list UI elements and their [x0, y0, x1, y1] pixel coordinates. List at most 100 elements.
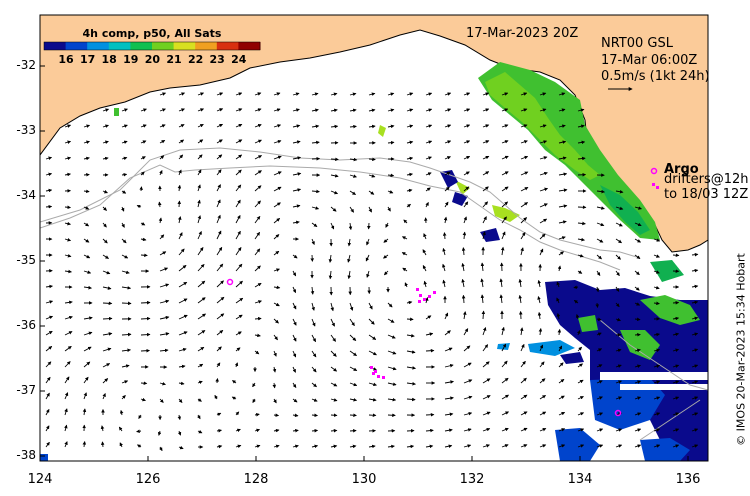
- current-vector: [272, 382, 277, 389]
- current-vector: [216, 313, 225, 320]
- current-vector: [159, 332, 170, 336]
- current-vector: [539, 361, 545, 368]
- current-vector: [197, 123, 204, 128]
- current-vector: [292, 124, 301, 128]
- current-vector: [634, 428, 642, 432]
- current-vector: [520, 427, 528, 432]
- current-vector: [349, 398, 358, 402]
- current-vector: [292, 444, 299, 449]
- current-vector: [273, 108, 281, 112]
- current-vector: [310, 286, 315, 295]
- current-vector: [216, 263, 224, 272]
- current-vector: [444, 124, 452, 128]
- current-vector: [292, 286, 297, 294]
- x-tick-label: 128: [243, 472, 269, 487]
- current-vector: [82, 441, 87, 448]
- current-vector: [520, 444, 528, 448]
- current-vector: [349, 334, 357, 342]
- current-vector: [64, 140, 72, 144]
- current-vector: [102, 156, 109, 161]
- current-vector: [539, 92, 547, 96]
- current-vector: [292, 334, 297, 342]
- current-vector: [425, 201, 429, 208]
- current-vector: [653, 444, 661, 448]
- current-vector: [558, 92, 566, 96]
- sst-swath-green-lower: [578, 260, 700, 360]
- current-vector: [102, 286, 112, 290]
- current-vector: [120, 206, 125, 212]
- x-tick-label: 124: [27, 472, 53, 487]
- current-vector: [102, 108, 110, 112]
- current-vector: [330, 428, 338, 433]
- current-vector: [463, 216, 467, 224]
- current-vector: [197, 92, 205, 96]
- current-vector: [691, 300, 699, 305]
- current-vector: [558, 108, 566, 112]
- current-vector: [140, 348, 150, 353]
- current-vector: [383, 254, 389, 259]
- current-vector: [402, 267, 408, 272]
- current-vector: [539, 233, 546, 240]
- current-vector: [653, 238, 661, 242]
- current-vector: [254, 300, 262, 304]
- current-vector: [558, 156, 567, 160]
- isobath-200m: [40, 147, 641, 259]
- current-vector: [461, 247, 466, 256]
- current-vector: [102, 270, 111, 275]
- current-vector: [45, 172, 53, 177]
- y-tick-label: -33: [16, 123, 36, 137]
- current-vector: [442, 247, 446, 256]
- current-vector: [577, 270, 583, 274]
- current-vector: [178, 154, 184, 160]
- current-vector: [558, 379, 565, 384]
- current-vector: [653, 270, 660, 274]
- current-vector: [330, 108, 338, 113]
- axis-ticks: [39, 65, 689, 461]
- current-vector: [501, 394, 510, 400]
- current-vector: [292, 382, 297, 389]
- current-vector: [64, 172, 71, 177]
- current-vector: [368, 206, 372, 213]
- current-vector: [634, 206, 642, 210]
- current-vector: [444, 347, 453, 352]
- drifters-legend-line2: to 18/03 12Z: [664, 187, 749, 202]
- colorbar-swatch: [152, 42, 175, 50]
- current-vector: [403, 219, 408, 224]
- current-vector: [292, 156, 302, 160]
- current-vector: [235, 314, 243, 320]
- current-vector: [311, 398, 318, 402]
- current-vector: [404, 282, 409, 288]
- current-vector: [330, 190, 339, 195]
- current-vector: [83, 156, 90, 161]
- current-vector: [558, 395, 565, 400]
- current-vector: [672, 396, 680, 400]
- current-vector: [254, 444, 261, 449]
- current-vector: [501, 444, 509, 448]
- current-vector: [520, 411, 528, 416]
- current-vector: [311, 444, 319, 449]
- current-vector: [444, 412, 454, 417]
- current-vector: [425, 156, 432, 160]
- current-vector: [121, 108, 128, 112]
- current-vector: [499, 294, 504, 304]
- current-vector: [368, 157, 376, 162]
- current-vector: [691, 348, 699, 352]
- current-vector: [634, 222, 642, 227]
- current-vector: [349, 206, 354, 213]
- current-vector: [596, 364, 603, 368]
- current-vector: [45, 188, 53, 193]
- current-vector: [102, 254, 110, 259]
- current-vector: [311, 189, 320, 194]
- current-vector: [385, 222, 389, 228]
- current-vector: [216, 230, 222, 240]
- current-vector: [235, 230, 241, 240]
- current-vector: [159, 398, 164, 403]
- current-vector: [64, 346, 72, 352]
- current-vector: [121, 301, 132, 306]
- current-vector: [292, 140, 301, 144]
- current-vector: [425, 444, 434, 449]
- current-vector: [537, 311, 542, 320]
- current-vector: [178, 398, 183, 403]
- current-vector: [216, 139, 223, 144]
- current-vector: [311, 428, 319, 433]
